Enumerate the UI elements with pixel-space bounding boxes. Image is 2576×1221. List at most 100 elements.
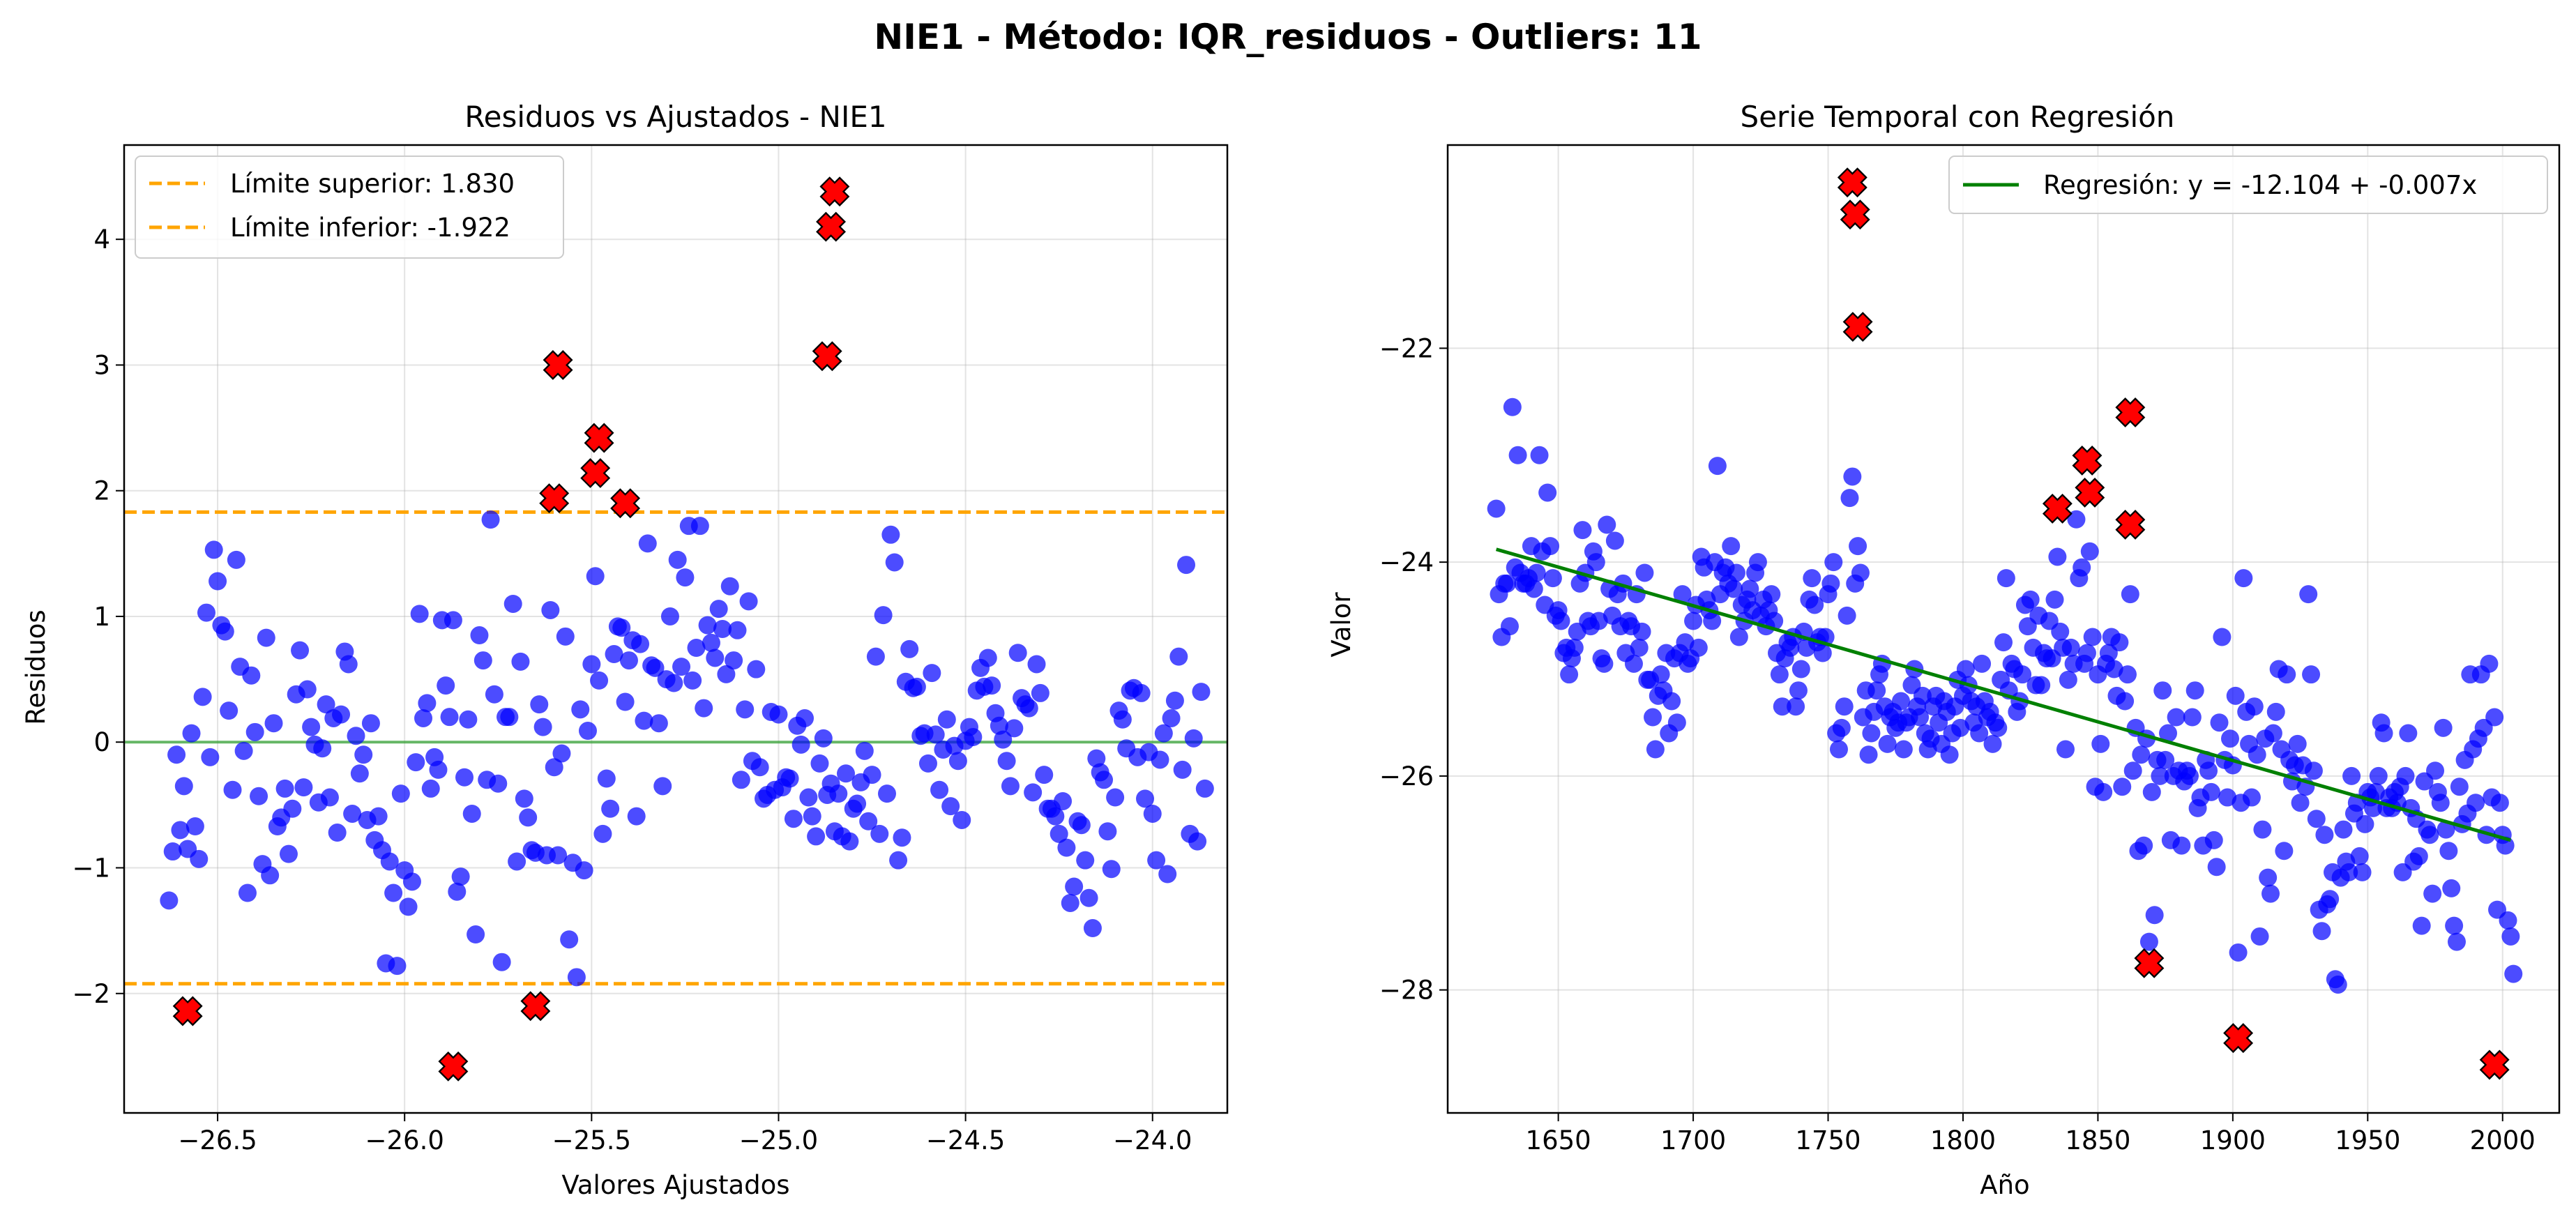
timeseries-data-point — [1503, 397, 1522, 416]
residuals-data-point — [586, 567, 605, 586]
timeseries-outlier-marker — [2042, 494, 2073, 524]
timeseries-data-point — [2229, 943, 2248, 962]
residuals-data-point — [163, 842, 182, 861]
residuals-data-point — [369, 807, 388, 826]
timeseries-data-point — [2199, 761, 2218, 780]
timeseries-data-point — [2467, 794, 2485, 812]
timeseries-data-point — [2299, 585, 2318, 604]
residuals-data-point — [1165, 691, 1184, 710]
timeseries-data-point — [2356, 814, 2374, 833]
timeseries-data-point — [2304, 761, 2323, 780]
residuals-data-point — [541, 600, 560, 619]
timeseries-data-point — [1646, 740, 1665, 759]
residuals-x-tick-label: −24.0 — [1113, 1125, 1192, 1155]
timeseries-data-point — [2061, 638, 2080, 657]
timeseries-data-point — [1552, 612, 1570, 630]
residuals-data-point — [197, 603, 215, 622]
residuals-data-point — [1001, 777, 1020, 796]
residuals-data-point — [503, 594, 522, 613]
timeseries-data-point — [1530, 446, 1549, 464]
timeseries-data-point — [2156, 750, 2175, 769]
residuals-data-point — [807, 827, 826, 846]
timeseries-data-point — [2278, 665, 2296, 684]
residuals-data-point — [877, 784, 896, 803]
residuals-data-point — [994, 730, 1013, 749]
residuals-data-point — [257, 628, 275, 647]
residuals-data-point — [578, 722, 597, 741]
residuals-data-point — [866, 647, 885, 666]
residuals-data-point — [455, 768, 474, 787]
residuals-data-point — [638, 534, 657, 553]
timeseries-data-point — [2234, 569, 2253, 588]
timeseries-data-point — [1500, 617, 1519, 636]
residuals-data-point — [706, 649, 725, 667]
timeseries-data-point — [2116, 692, 2135, 711]
residuals-data-point — [575, 861, 593, 880]
residuals-data-point — [1057, 838, 1076, 857]
residuals-data-point — [193, 688, 212, 706]
timeseries-data-point — [1565, 638, 1584, 657]
residuals-data-point — [185, 817, 204, 836]
timeseries-data-point — [2259, 868, 2278, 887]
timeseries-data-point — [1595, 654, 1614, 673]
timeseries-data-point — [1762, 585, 1781, 604]
timeseries-data-point — [1487, 499, 1506, 518]
residuals-data-point — [242, 666, 261, 685]
residuals-data-point — [1098, 822, 1117, 841]
residuals-data-point — [619, 651, 638, 670]
residuals-data-point — [448, 882, 467, 901]
residuals-data-point — [261, 866, 280, 885]
timeseries-data-point — [2412, 916, 2431, 935]
timeseries-data-point — [1703, 612, 1722, 630]
timeseries-data-point — [2328, 975, 2347, 994]
timeseries-x-tick-label: 1750 — [1795, 1125, 1861, 1155]
residuals-data-point — [709, 600, 728, 619]
timeseries-data-point — [2051, 622, 2070, 641]
timeseries-data-point — [2220, 729, 2239, 748]
residuals-data-point — [1169, 647, 1188, 666]
residuals-data-point — [320, 788, 339, 807]
residuals-data-point — [926, 725, 945, 744]
figure-suptitle: NIE1 - Método: IQR_residuos - Outliers: … — [874, 17, 1702, 57]
residuals-data-point — [421, 779, 440, 798]
timeseries-panel: Serie Temporal con Regresión Año Valor 1… — [1326, 100, 2561, 1200]
timeseries-points — [1487, 397, 2523, 994]
timeseries-data-point — [1708, 457, 1727, 476]
timeseries-data-point — [2485, 708, 2504, 727]
timeseries-data-point — [1765, 612, 1784, 630]
residuals-data-point — [1020, 699, 1038, 718]
residuals-data-point — [167, 745, 186, 764]
residuals-legend-box — [135, 156, 564, 259]
residuals-data-point — [739, 592, 758, 611]
timeseries-data-point — [1741, 579, 1759, 598]
timeseries-data-point — [2110, 633, 2129, 652]
timeseries-data-point — [2423, 884, 2442, 903]
timeseries-y-tick-label: −22 — [1379, 333, 1434, 363]
residuals-data-point — [590, 671, 609, 690]
timeseries-data-point — [2048, 547, 2067, 566]
residuals-y-tick-label: −1 — [72, 853, 110, 883]
residuals-data-point — [567, 968, 586, 987]
residuals-data-point — [519, 808, 538, 827]
timeseries-data-point — [1821, 574, 1840, 593]
timeseries-data-point — [1543, 569, 1562, 588]
residuals-data-point — [279, 844, 298, 863]
timeseries-data-point — [1662, 692, 1681, 711]
residuals-data-point — [784, 810, 803, 828]
timeseries-data-point — [2369, 766, 2388, 785]
residuals-legend: Límite superior: 1.830 Límite inferior: … — [135, 156, 564, 259]
timeseries-data-point — [2210, 713, 2229, 732]
residuals-data-point — [941, 797, 960, 816]
timeseries-data-point — [1994, 633, 2013, 652]
timeseries-data-point — [2204, 831, 2223, 849]
timeseries-data-point — [1498, 574, 1517, 593]
timeseries-grid — [1448, 145, 2559, 1113]
timeseries-data-point — [2242, 788, 2261, 807]
residuals-data-point — [683, 671, 702, 690]
residuals-data-point — [810, 754, 829, 773]
residuals-data-point — [209, 572, 227, 591]
residuals-data-point — [492, 953, 511, 971]
legend-upper-limit-label: Límite superior: 1.830 — [230, 169, 515, 199]
residuals-data-point — [732, 771, 750, 789]
timeseries-data-point — [2374, 724, 2393, 743]
